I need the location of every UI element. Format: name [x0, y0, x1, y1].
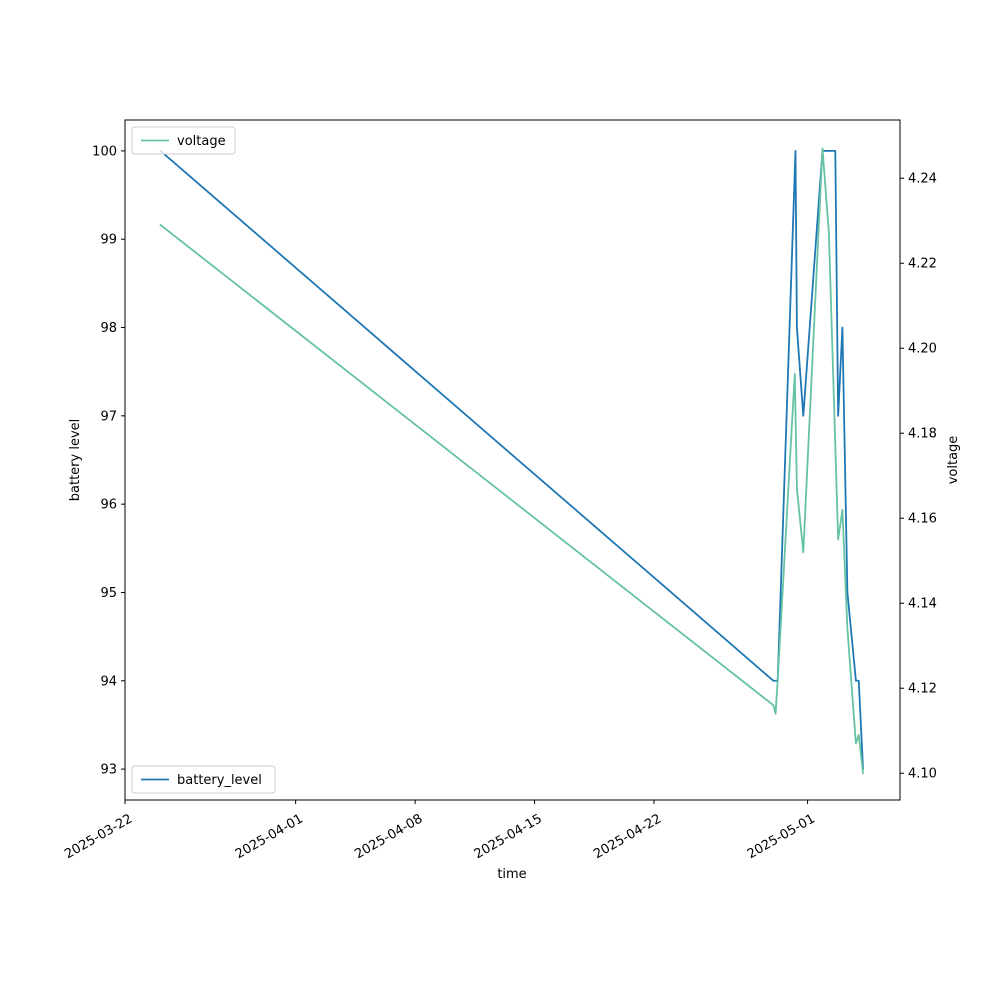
series-line-voltage — [159, 147, 864, 775]
plot-background — [125, 120, 900, 800]
plot-area — [125, 120, 900, 800]
series-line-battery_level — [159, 150, 864, 770]
y-right-tick-label: 4.20 — [908, 342, 937, 357]
y-left-tick-label: 99 — [100, 233, 117, 248]
x-tick-label: 2025-04-15 — [472, 811, 545, 862]
y-left-tick-label: 100 — [92, 144, 117, 159]
y-right-tick-label: 4.18 — [908, 427, 937, 442]
y-right-tick-label: 4.12 — [908, 682, 937, 697]
legend-label-voltage: voltage — [177, 134, 226, 149]
x-tick-label: 2025-04-08 — [352, 811, 425, 862]
x-tick-label: 2025-04-01 — [233, 811, 306, 862]
plot-frame — [124, 119, 901, 801]
y-right-tick-label: 4.14 — [908, 597, 937, 612]
y-axis-left-title: battery level — [68, 419, 83, 502]
y-left-tick-label: 95 — [100, 586, 117, 601]
y-left-tick-label: 98 — [100, 321, 117, 336]
y-right-tick-label: 4.22 — [908, 257, 937, 272]
y-axis-right-title: voltage — [946, 436, 961, 485]
x-axis-title: time — [497, 867, 526, 882]
x-tick-label: 2025-04-22 — [591, 811, 664, 862]
y-left-tick-label: 94 — [100, 674, 117, 689]
series-layer — [159, 147, 864, 775]
y-left-tick-label: 97 — [100, 409, 117, 424]
legend-box-battery_level — [131, 765, 276, 794]
x-tick-label: 2025-03-22 — [62, 811, 135, 862]
legend-box-voltage — [131, 126, 236, 155]
legend-label-battery_level: battery_level — [177, 773, 262, 788]
y-left-tick-label: 96 — [100, 498, 117, 513]
x-tick-label: 2025-05-01 — [745, 811, 818, 862]
y-left-tick-label: 93 — [100, 763, 117, 778]
y-right-tick-label: 4.24 — [908, 172, 937, 187]
y-right-tick-label: 4.16 — [908, 512, 937, 527]
y-right-tick-label: 4.10 — [908, 767, 937, 782]
legend-layer: battery_level voltage — [131, 126, 276, 794]
